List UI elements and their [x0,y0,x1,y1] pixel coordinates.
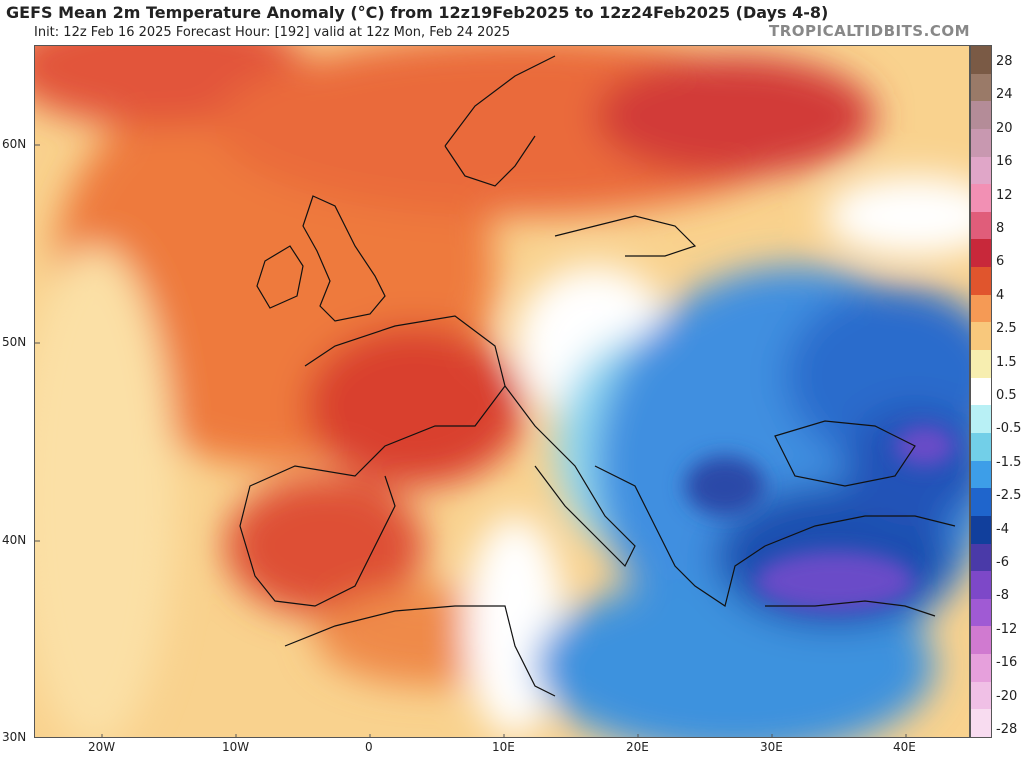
colorbar-segment [971,543,991,572]
brand-watermark: TROPICALTIDBITS.COM [769,22,970,40]
colorbar-label: 16 [996,154,1013,170]
colorbar-segment [971,515,991,544]
lon-label-40e: 40E [893,740,916,754]
colorbar-label: -1.5 [996,454,1022,470]
colorbar-segment [971,73,991,102]
colorbar-segment [971,184,991,212]
colorbar-segment [971,294,991,323]
colorbar [970,45,992,738]
lat-label-40n: 40N [2,533,27,547]
colorbar-segment [971,488,991,516]
colorbar-segment [971,460,991,489]
colorbar-segment [971,405,991,433]
colorbar-segment [971,322,991,351]
lon-label-20e: 20E [626,740,649,754]
colorbar-label: 24 [996,87,1013,103]
colorbar-segment [971,211,991,240]
colorbar-label: 6 [996,254,1005,270]
lat-label-30n: 30N [2,730,27,744]
anomaly-map-graphic [35,46,969,737]
colorbar-label: -6 [996,555,1009,570]
colorbar-segment [971,709,991,738]
lat-label-50n: 50N [2,335,27,349]
colorbar-segment [971,377,991,406]
colorbar-label: -16 [996,655,1018,671]
colorbar-segment [971,239,991,268]
colorbar-label: -2.5 [996,488,1022,504]
colorbar-label: -8 [996,588,1009,604]
colorbar-segment [971,46,991,74]
lon-label-30e: 30E [760,740,783,754]
colorbar-segment [971,267,991,295]
lon-label-10w: 10W [222,740,250,754]
colorbar-label: 0.5 [996,388,1017,403]
colorbar-label: -4 [996,521,1009,537]
colorbar-label: 28 [996,54,1013,69]
map-title: GEFS Mean 2m Temperature Anomaly (°C) fr… [6,3,829,22]
colorbar-segment [971,571,991,599]
colorbar-segment [971,128,991,157]
colorbar-segment [971,626,991,655]
map-subtitle: Init: 12z Feb 16 2025 Forecast Hour: [19… [34,25,511,40]
colorbar-label: 8 [996,221,1005,236]
anomaly-map [34,45,970,738]
colorbar-segment [971,681,991,710]
colorbar-segment [971,156,991,185]
colorbar-segment [971,101,991,129]
colorbar-segment [971,350,991,378]
lon-label-20w: 20W [88,740,116,754]
lat-label-60n: 60N [2,137,27,151]
lon-label-10e: 10E [492,740,515,754]
colorbar-label: 4 [996,287,1005,303]
colorbar-segment [971,654,991,682]
colorbar-label: -12 [996,621,1018,637]
colorbar-label: 2.5 [996,321,1017,337]
colorbar-label: -20 [996,688,1018,704]
lon-label-0: 0 [365,740,373,754]
colorbar-segment [971,432,991,461]
colorbar-label: 20 [996,120,1013,136]
colorbar-label: 12 [996,187,1013,203]
colorbar-label: -0.5 [996,421,1022,437]
colorbar-label: -28 [996,722,1018,737]
colorbar-label: 1.5 [996,354,1017,370]
colorbar-segment [971,598,991,627]
